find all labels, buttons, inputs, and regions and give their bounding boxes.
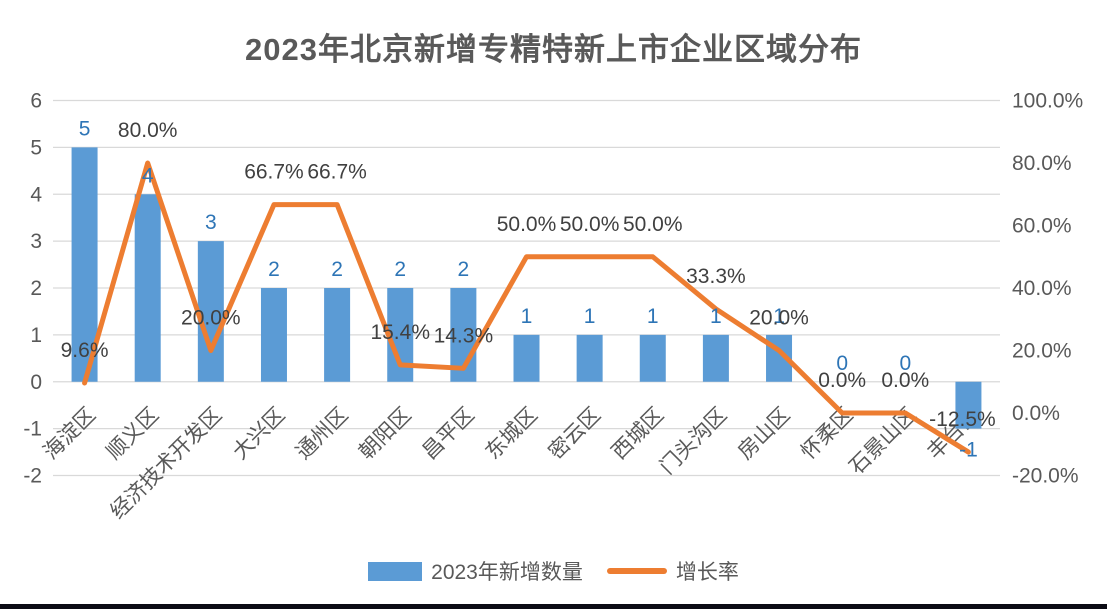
- bar: [324, 288, 351, 382]
- right-axis-tick-label: 0.0%: [1012, 402, 1060, 425]
- growth-rate-label: -12.5%: [929, 408, 996, 431]
- bar-value-label: -1: [959, 439, 978, 462]
- bar-value-label: 1: [773, 305, 785, 328]
- growth-rate-label: 20.0%: [181, 307, 241, 330]
- right-axis-tick-label: 80.0%: [1012, 152, 1072, 175]
- bar-value-label: 1: [521, 305, 533, 328]
- right-axis-tick-label: 40.0%: [1012, 277, 1072, 300]
- bar: [71, 147, 98, 382]
- growth-rate-line: [82, 160, 971, 455]
- bar-value-label: 2: [394, 258, 406, 281]
- bar: [576, 334, 603, 382]
- growth-rate-label: 0.0%: [881, 369, 929, 392]
- bar: [260, 288, 287, 382]
- bar: [197, 241, 224, 382]
- growth-rate-label: 80.0%: [118, 119, 178, 142]
- category-label: 东城区: [481, 403, 542, 464]
- bar: [639, 334, 666, 382]
- category-label: 昌平区: [418, 403, 479, 464]
- bar: [513, 334, 540, 382]
- bar-value-label: 2: [268, 258, 280, 281]
- legend-item-bar: 2023年新增数量: [368, 556, 583, 586]
- category-label: 海淀区: [39, 403, 100, 464]
- left-axis-tick-label: 2: [30, 277, 42, 300]
- bar-value-label: 5: [79, 117, 91, 140]
- right-axis-tick-label: -20.0%: [1012, 465, 1079, 488]
- category-label: 门头沟区: [656, 403, 732, 479]
- bar-value-label: 1: [710, 305, 722, 328]
- chart-title: 2023年北京新增专精特新上市企业区域分布: [245, 32, 862, 67]
- growth-rate-label: 50.0%: [560, 213, 620, 236]
- growth-rate-label: 33.3%: [686, 265, 746, 288]
- bar: [955, 381, 982, 429]
- bar: [134, 194, 161, 382]
- bar-value-label: 1: [647, 305, 659, 328]
- left-axis-tick-label: 5: [30, 136, 42, 159]
- category-label: 朝阳区: [355, 403, 416, 464]
- left-axis-tick-label: -2: [23, 465, 42, 488]
- left-axis-tick-label: -1: [23, 418, 42, 441]
- growth-rate-label: 66.7%: [244, 161, 304, 184]
- legend-bar-label: 2023年新增数量: [431, 561, 583, 584]
- legend-item-line: 增长率: [606, 556, 739, 586]
- category-label: 西城区: [607, 403, 668, 464]
- category-label: 经济技术开发区: [106, 403, 226, 523]
- right-axis-tick-label: 100.0%: [1012, 90, 1083, 113]
- growth-rate-label: 0.0%: [818, 369, 866, 392]
- category-label: 密云区: [544, 403, 605, 464]
- left-axis-tick-label: 6: [30, 90, 42, 113]
- bar-value-label: 0: [899, 352, 911, 375]
- bottom-border-strip: [0, 604, 1107, 609]
- category-label: 顺义区: [102, 403, 163, 464]
- growth-rate-label: 9.6%: [61, 339, 109, 362]
- left-axis-tick-label: 3: [30, 230, 42, 253]
- left-axis-tick-label: 4: [30, 183, 42, 206]
- legend-bar-swatch-icon: [368, 561, 423, 581]
- growth-rate-label: 14.3%: [434, 324, 494, 347]
- growth-rate-label: 15.4%: [370, 321, 430, 344]
- left-axis-tick-label: 0: [30, 371, 42, 394]
- legend: 2023年新增数量 增长率: [0, 556, 1107, 586]
- right-axis-tick-label: 20.0%: [1012, 340, 1072, 363]
- category-label: 通州区: [292, 403, 353, 464]
- legend-line-label: 增长率: [675, 561, 739, 584]
- bar-value-label: 2: [458, 258, 470, 281]
- bar-value-label: 4: [142, 164, 154, 187]
- category-label: 房山区: [734, 403, 795, 464]
- left-axis-tick-label: 1: [30, 324, 42, 347]
- growth-rate-label: 20.0%: [749, 307, 809, 330]
- bar: [702, 334, 729, 382]
- legend-line-swatch-icon: [606, 568, 667, 574]
- bar-value-label: 0: [836, 352, 848, 375]
- growth-rate-label: 50.0%: [497, 213, 557, 236]
- bar-value-label: 1: [584, 305, 596, 328]
- bar-value-label: 2: [331, 258, 343, 281]
- right-axis-tick-label: 60.0%: [1012, 215, 1072, 238]
- growth-rate-label: 66.7%: [307, 161, 367, 184]
- category-label: 大兴区: [229, 403, 290, 464]
- bar-value-label: 3: [205, 211, 217, 234]
- growth-rate-label: 50.0%: [623, 213, 683, 236]
